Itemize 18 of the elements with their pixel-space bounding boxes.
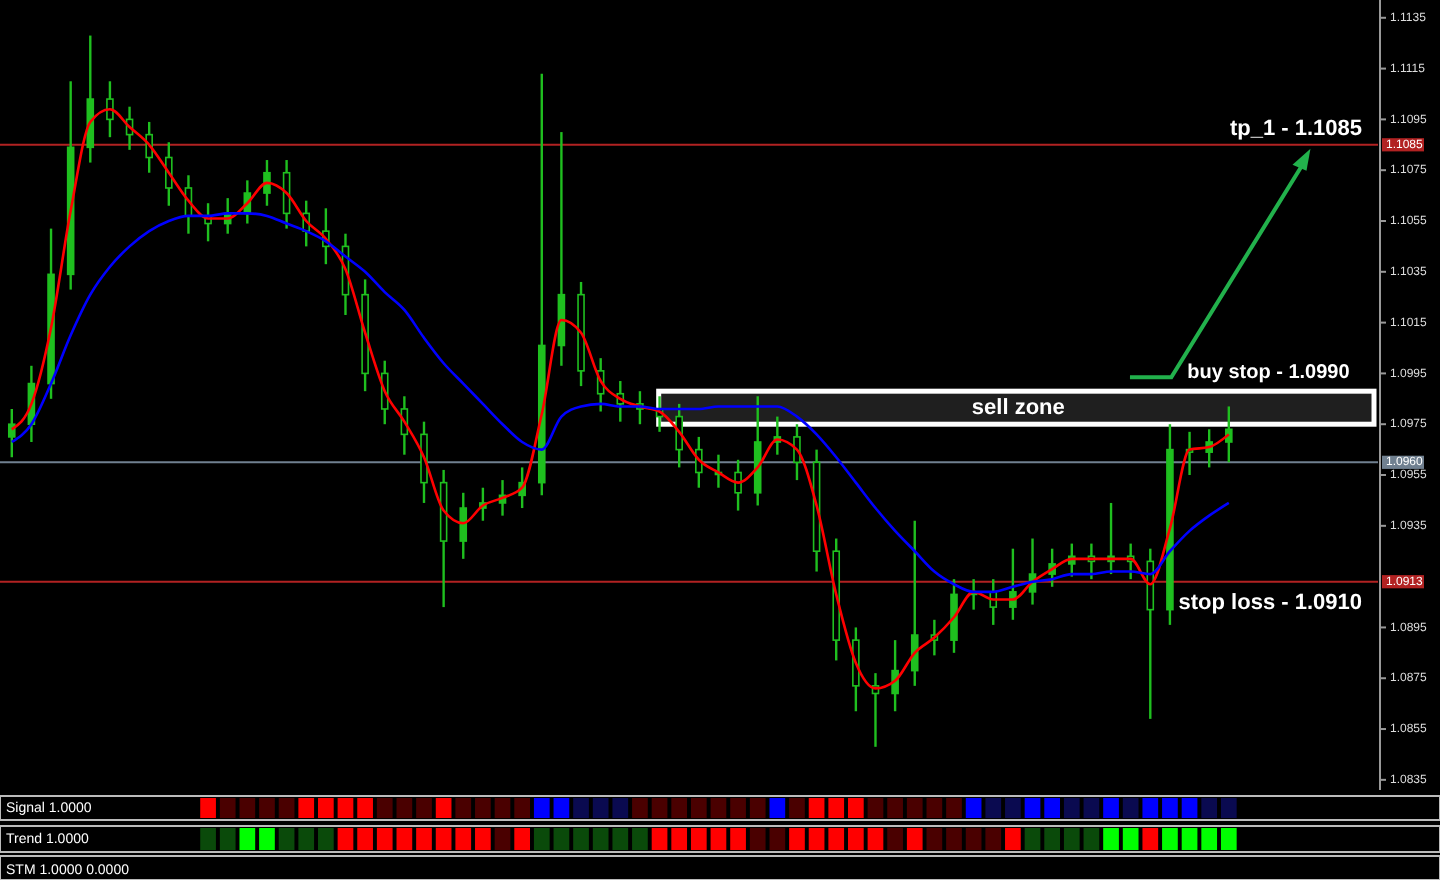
candlestick: [1009, 547, 1017, 622]
candlestick: [793, 423, 801, 482]
candlestick: [852, 626, 860, 713]
annotation: tp_1 - 1.1085: [1229, 116, 1362, 141]
candlestick: [263, 158, 271, 207]
candlestick: [106, 80, 114, 139]
candlestick: [734, 458, 742, 512]
candlestick: [910, 519, 919, 688]
annotation: buy stop - 1.0990: [1187, 362, 1351, 385]
candlestick: [891, 638, 899, 713]
annotation: stop loss - 1.0910: [1178, 591, 1362, 616]
candlestick: [165, 141, 173, 207]
candlestick: [675, 402, 683, 469]
candlestick: [459, 491, 468, 561]
band-label: sell zone: [971, 395, 1065, 420]
candlestick: [7, 407, 16, 459]
candlestick: [1225, 405, 1233, 464]
candlestick: [950, 577, 958, 655]
